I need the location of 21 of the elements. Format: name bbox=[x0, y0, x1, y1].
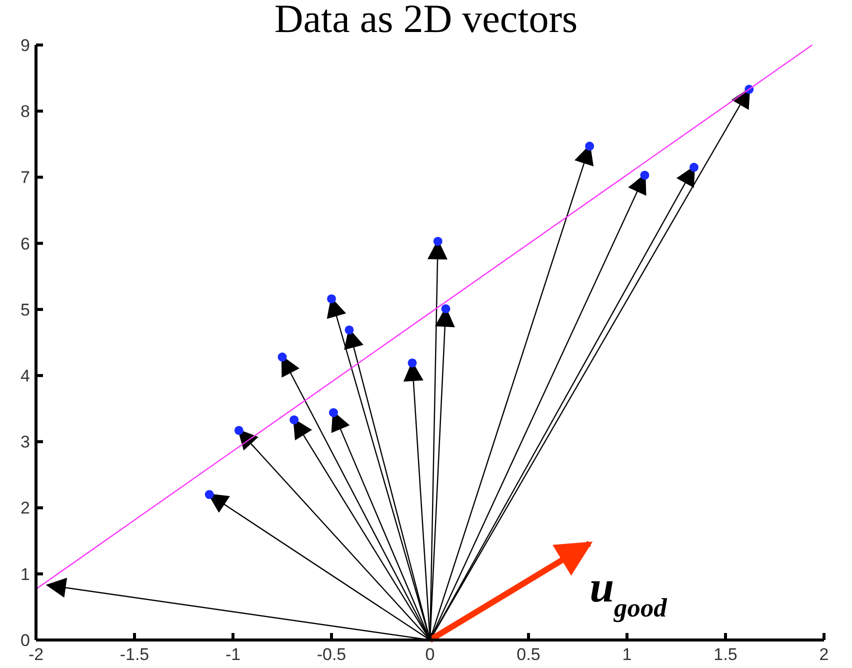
chart-title: Data as 2D vectors bbox=[274, 0, 578, 41]
y-tick-label: 4 bbox=[20, 366, 30, 386]
y-tick-label: 7 bbox=[20, 168, 30, 188]
y-tick-label: 3 bbox=[20, 432, 30, 452]
x-tick-label: -2 bbox=[28, 645, 44, 664]
y-tick-label: 5 bbox=[20, 300, 30, 320]
x-tick-label: 1 bbox=[622, 645, 632, 664]
x-tick-label: -1 bbox=[225, 645, 241, 664]
x-tick-label: -0.5 bbox=[316, 645, 346, 664]
y-tick-label: 1 bbox=[20, 564, 30, 584]
y-tick-label: 6 bbox=[20, 234, 30, 254]
y-tick-label: 8 bbox=[20, 102, 30, 122]
x-tick-label: 2 bbox=[819, 645, 829, 664]
x-tick-label: -1.5 bbox=[120, 645, 150, 664]
x-tick-label: 1.5 bbox=[714, 645, 738, 664]
y-tick-label: 0 bbox=[20, 630, 30, 650]
x-tick-label: 0 bbox=[425, 645, 435, 664]
series-label: u$_{good}$ bbox=[590, 562, 668, 622]
y-tick-label: 9 bbox=[20, 36, 30, 55]
x-tick-label: 0.5 bbox=[516, 645, 540, 664]
y-tick-label: 2 bbox=[20, 498, 30, 518]
